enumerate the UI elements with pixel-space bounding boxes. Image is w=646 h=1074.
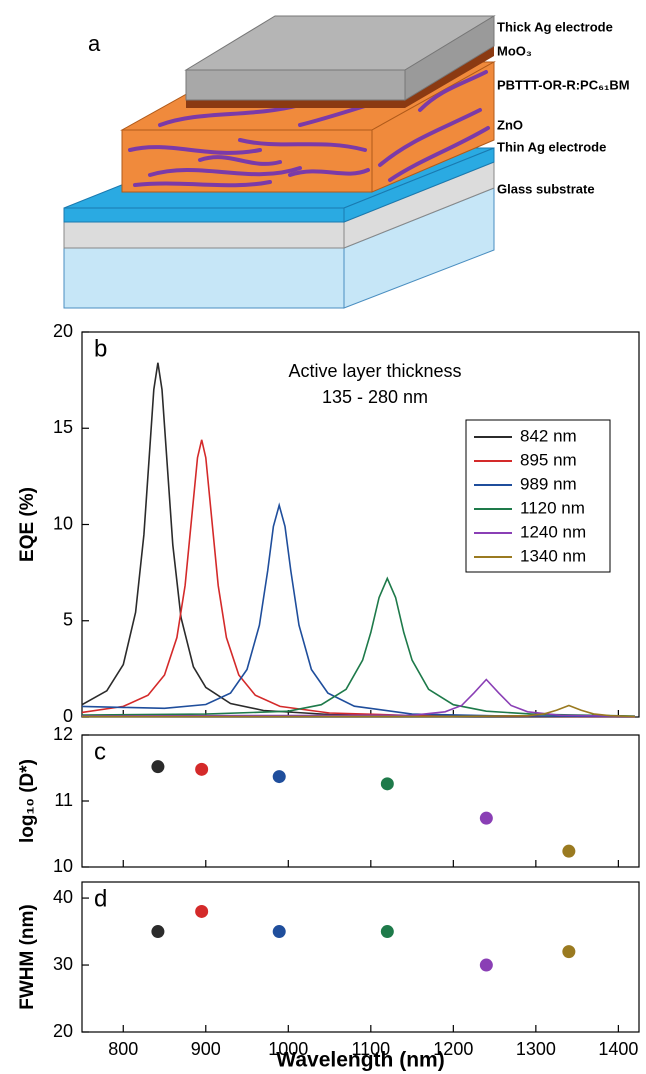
legend-box [465,419,611,573]
panel-label: d [94,885,107,912]
panel-label: c [94,738,106,765]
eqe-line [81,502,635,718]
y-tick-label: 20 [53,321,73,341]
x-axis-title: Wavelength (nm) [276,1049,444,1072]
legend-label: 1240 nm [520,522,586,541]
data-point [380,925,394,939]
x-tick-label: 1100 [351,1039,390,1059]
device-schematic: a Thick Ag electrode MoO₃ PBTTT-OR-R:PC₆… [63,15,630,309]
annotation: 135 - 280 nm [322,387,428,407]
thick-ag-front [185,69,406,101]
data-point [479,958,493,972]
data-point [562,945,576,959]
y-tick-label: 40 [53,887,73,907]
data-point [272,925,286,939]
legend-label: 895 nm [520,450,577,469]
panel-label: a [88,31,101,56]
data-point [380,777,394,791]
layer-label: Glass substrate [497,181,595,196]
data-point [272,770,286,784]
layer-label: Thin Ag electrode [497,139,606,154]
y-axis-title: EQE (%) [17,487,38,562]
active-side [371,61,495,193]
y-tick-label: 11 [54,790,73,810]
moo3-side [405,46,494,108]
legend-label: 1120 nm [520,498,585,517]
data-point [195,762,209,776]
annotation: Active layer thickness [288,361,461,381]
moo3-front [186,100,405,108]
x-tick-label: 800 [108,1039,138,1059]
layer-label: Thick Ag electrode [497,19,613,34]
y-tick-label: 10 [53,856,73,876]
data-point [195,904,209,918]
layer-label: PBTTT-OR-R:PC₆₁BM [497,77,630,92]
thin-ag-front [63,221,345,249]
eqe-line [81,678,635,718]
data-point [151,760,165,774]
x-tick-label: 1400 [598,1039,638,1059]
x-tick-label: 1000 [268,1039,308,1059]
data-point [562,844,576,858]
thick-ag-side [404,15,495,101]
eqe-line [81,439,635,718]
x-tick-label: 1300 [516,1039,556,1059]
glass-front [63,247,345,309]
y-axis-title: FWHM (nm) [17,904,38,1010]
layer-label: MoO₃ [497,43,532,58]
y-tick-label: 15 [53,417,73,437]
data-point [479,811,493,825]
eqe-line [81,704,635,718]
x-tick-label: 900 [191,1039,221,1059]
eqe-line [81,576,635,717]
y-tick-label: 20 [53,1021,73,1041]
zno-side [343,147,495,223]
y-axis-title: log₁₀ (D*) [17,759,38,843]
plot-frame [81,881,640,1033]
y-tick-label: 10 [53,513,73,533]
zno-front [63,207,345,223]
x-tick-label: 1200 [433,1039,473,1059]
y-tick-label: 5 [63,610,73,630]
y-tick-label: 30 [53,954,73,974]
y-tick-label: 0 [63,706,73,726]
data-point [151,925,165,939]
panel-label: b [94,335,107,362]
legend-label: 1340 nm [520,546,586,565]
layer-label: ZnO [497,117,523,132]
plot-frame [81,734,640,868]
y-tick-label: 12 [53,724,73,744]
eqe-line [81,362,635,718]
legend-label: 842 nm [520,426,577,445]
legend-label: 989 nm [520,474,577,493]
